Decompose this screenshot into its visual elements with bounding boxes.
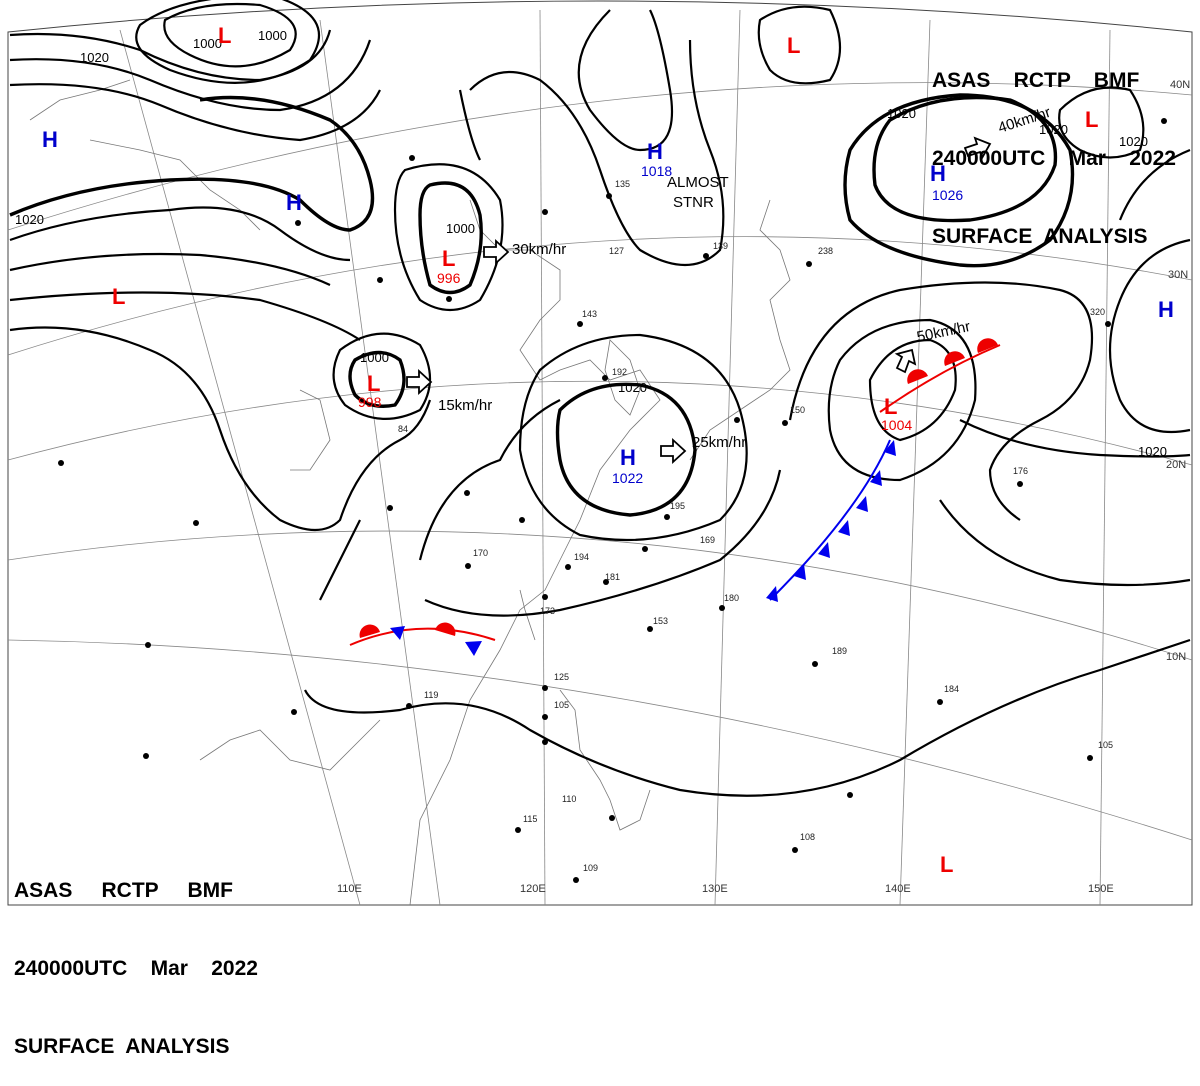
high-pressure-value: 1022 [612,470,643,486]
station-value: 125 [554,672,569,682]
high-pressure-marker: H [1158,297,1174,322]
station-value: 173 [540,606,555,616]
station-value: 195 [670,501,685,511]
low-pressure-value: 1004 [881,417,912,433]
station-value: 180 [724,593,739,603]
header-time-line: 240000UTC Mar 2022 [932,147,1176,170]
header-bottom-left: ASAS RCTP BMF 240000UTC Mar 2022 SURFACE… [14,826,258,1086]
station-value: 127 [609,246,624,256]
latitude-label: 20N [1166,459,1186,471]
station-value: 139 [713,241,728,251]
high-pressure-marker: H [620,445,636,470]
station-value: 150 [790,405,805,415]
latitude-label: 40N [1170,79,1190,91]
longitude-label: 130E [702,883,728,895]
station-value: 189 [832,646,847,656]
low-pressure-marker: L [218,23,231,48]
station-value: 115 [523,814,537,824]
isobar-labels: 1020 1000 1000 1020 1020 1000 1000 1020 … [15,28,1167,459]
isobar-label: 1020 [15,212,44,227]
low-pressure-marker: L [367,371,380,396]
station-value: 194 [574,552,589,562]
low-pressure-marker: L [940,852,953,877]
arrow-icon [483,238,510,266]
motion-speed-label: 30km/hr [512,241,566,258]
longitude-label: 150E [1088,883,1114,895]
surface-analysis-map: 110E 120E 130E 140E 150E 40N 30N 20N 10N… [7,0,1193,906]
high-pressure-value: 1026 [932,187,963,203]
stationary-label: ALMOST [667,174,729,191]
station-value: 169 [700,535,715,545]
arrow-icon [894,348,917,374]
longitude-label: 110E [337,883,362,895]
station-value: 143 [582,309,597,319]
station-value: 119 [424,690,438,700]
high-pressure-marker: H [42,127,58,152]
longitude-label: 120E [520,883,546,895]
motion-speed-label: 25km/hr [692,434,746,451]
stationary-label: STNR [673,194,714,211]
latitude-label: 30N [1168,269,1188,281]
station-value: 84 [398,424,408,434]
station-value: 238 [818,246,833,256]
station-value: 105 [554,700,569,710]
header-agency-line: ASAS RCTP BMF [14,879,233,902]
isobar-label: 1020 [80,50,109,65]
motion-speed-label: 15km/hr [438,397,492,414]
isobar-label: 1020 [618,380,647,395]
isobar-label: 1000 [258,28,287,43]
station-value: 184 [944,684,959,694]
low-pressure-marker: L [442,246,455,271]
low-pressure-value: 996 [437,270,461,286]
station-markers [58,118,1167,883]
station-value: 320 [1090,307,1105,317]
station-value: 181 [605,572,620,582]
isobar-label: 1020 [887,106,916,121]
station-value: 176 [1013,466,1028,476]
station-value: 110 [562,794,576,804]
station-value: 105 [1098,740,1113,750]
header-title-line: SURFACE ANALYSIS [14,1035,230,1058]
arrow-icon [406,368,433,396]
motion-arrows [406,136,992,465]
station-report-values: 135 127 139 143 192 170 194 181 153 195 … [398,179,1113,873]
isobar-label: 1020 [1039,122,1068,137]
station-value: 170 [473,548,488,558]
header-top-right: ASAS RCTP BMF 240000UTC Mar 2022 SURFACE… [932,16,1176,276]
station-value: 153 [653,616,668,626]
pressure-centers: H 1018 H 1026 H 1022 H H H L 996 L 998 L… [42,23,1174,877]
low-pressure-value: 998 [358,394,382,410]
low-pressure-marker: L [112,284,125,309]
coordinate-labels: 110E 120E 130E 140E 150E 40N 30N 20N 10N [337,79,1190,895]
front-pacific [766,338,1001,602]
front-taiwan [349,622,496,656]
isobar-label: 1000 [193,36,222,51]
header-title-line: SURFACE ANALYSIS [932,225,1148,248]
isobar-label: 1020 [1119,134,1148,149]
high-pressure-marker: H [647,139,663,164]
high-pressure-value: 1018 [641,163,672,179]
header-agency-line: ASAS RCTP BMF [932,69,1140,92]
longitude-label: 140E [885,883,911,895]
isobar-label: 1000 [446,221,475,236]
high-pressure-marker: H [286,190,302,215]
station-value: 192 [612,367,627,377]
station-value: 108 [800,832,815,842]
low-pressure-marker: L [1085,107,1098,132]
station-value: 109 [583,863,598,873]
arrow-icon [963,136,992,161]
high-pressure-marker: H [930,161,946,186]
latitude-label: 10N [1166,651,1186,663]
low-pressure-marker: L [884,394,897,419]
arrow-icon [660,437,687,465]
station-value: 135 [615,179,630,189]
isobar-label: 1000 [360,350,389,365]
map-frame [7,0,1193,906]
header-time-line: 240000UTC Mar 2022 [14,957,258,980]
low-pressure-marker: L [787,33,800,58]
isobar-label: 1020 [1138,444,1167,459]
